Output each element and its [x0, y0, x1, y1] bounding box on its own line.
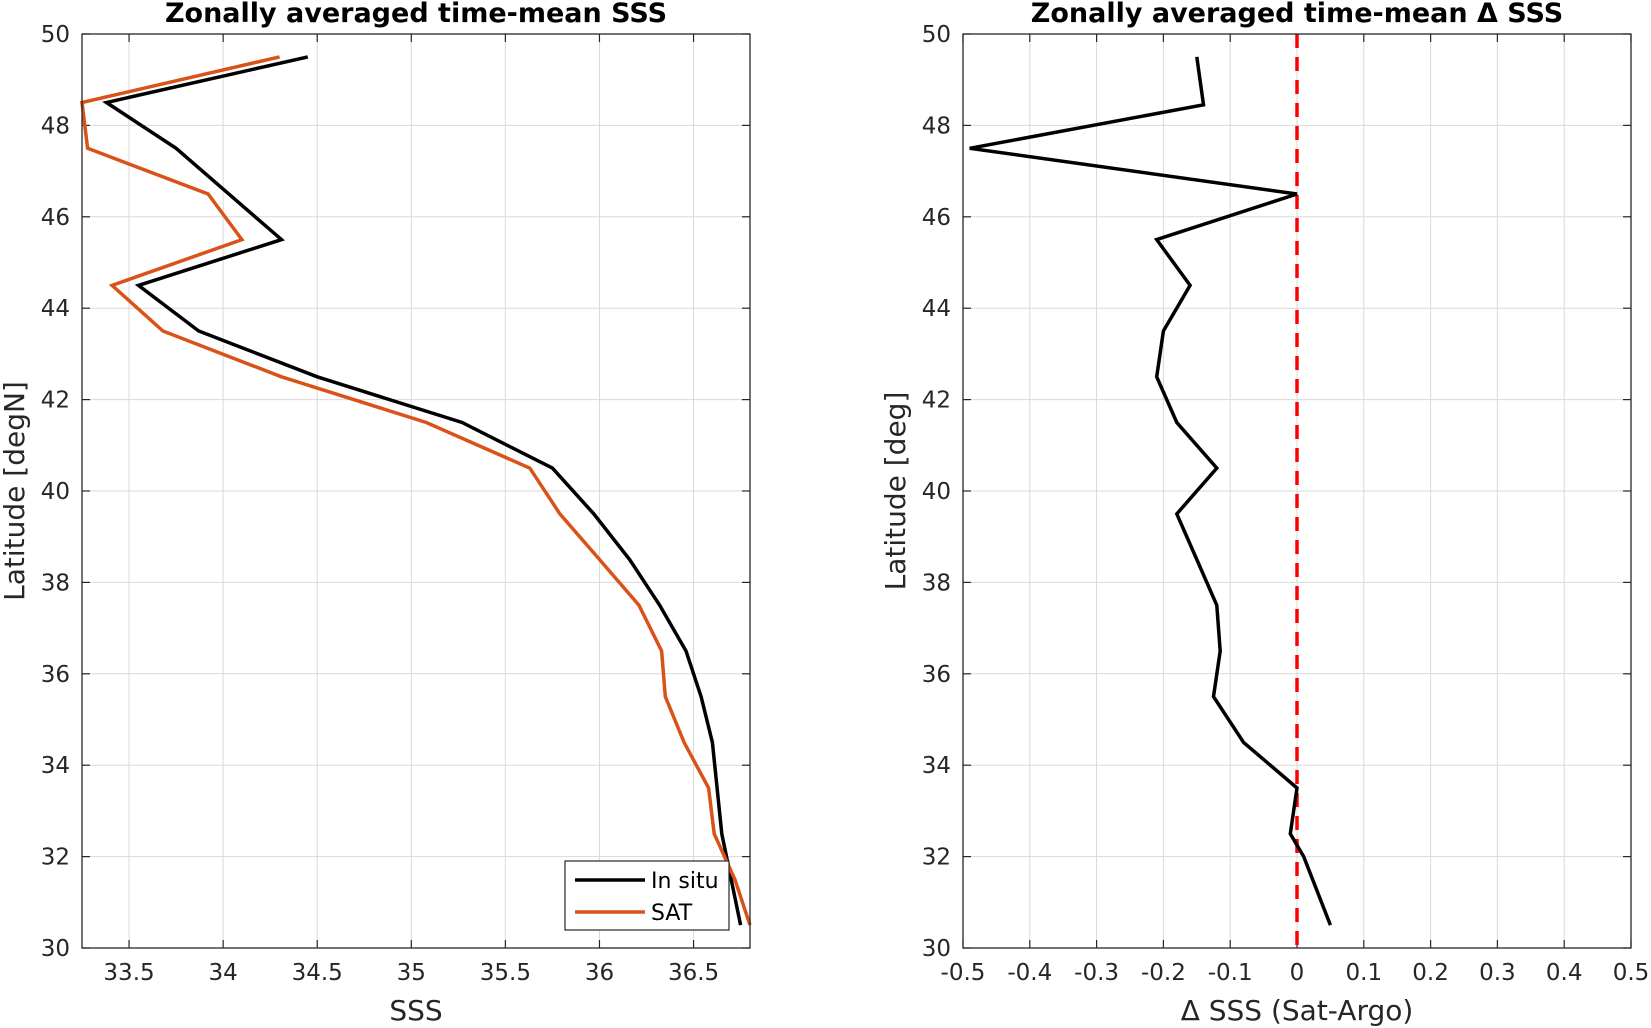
y-tick-label: 46: [41, 205, 70, 231]
x-tick-label: 0.1: [1346, 960, 1383, 986]
x-tick-label: 35.5: [480, 960, 531, 986]
y-tick-label: 32: [922, 845, 951, 871]
x-tick-label: -0.2: [1141, 960, 1186, 986]
axes-box: [81, 33, 751, 949]
y-tick-label: 34: [41, 753, 70, 779]
legend-box: [564, 860, 730, 931]
x-tick-label: 34: [208, 960, 237, 986]
chart-title: Zonally averaged time-mean Δ SSS: [1031, 0, 1563, 29]
chart-title: Zonally averaged time-mean SSS: [165, 0, 667, 29]
y-tick-label: 50: [41, 22, 70, 48]
y-tick-label: 48: [41, 113, 70, 139]
x-tick-label: 36.5: [668, 960, 719, 986]
y-tick-label: 42: [922, 388, 951, 414]
x-tick-label: 0.3: [1479, 960, 1516, 986]
y-tick-label: 30: [41, 936, 70, 962]
y-tick-label: 44: [922, 296, 951, 322]
x-tick-label: 0.4: [1546, 960, 1583, 986]
x-tick-label: -0.1: [1208, 960, 1253, 986]
delta-sss-profile-panel: -0.5 -0.4 -0.3 -0.2 -0.1 0 0.1 0.2 0.3 0.4 0.5 30 32…: [879, 0, 1649, 1027]
y-axis-label: Latitude [degN]: [0, 381, 31, 601]
x-axis-label: SSS: [389, 994, 442, 1027]
series-line-0: [969, 56, 1333, 926]
series-line-sat: [80, 55, 752, 926]
y-axis-label: Latitude [deg]: [879, 392, 912, 591]
x-tick-label: -0.4: [1007, 960, 1052, 986]
y-tick-label: 38: [922, 570, 951, 596]
y-tick-label: 42: [41, 388, 70, 414]
x-tick-label: 0: [1290, 960, 1305, 986]
x-tick-label: -0.5: [941, 960, 986, 986]
y-tick-label: 50: [922, 22, 951, 48]
x-tick-label: 35: [397, 960, 426, 986]
y-tick-label: 40: [922, 479, 951, 505]
x-tick-label: -0.3: [1074, 960, 1119, 986]
legend-entry-label: SAT: [651, 901, 693, 926]
y-tick-label: 48: [922, 113, 951, 139]
x-tick-label: 0.2: [1412, 960, 1449, 986]
y-tick-label: 34: [922, 753, 951, 779]
series-line-in-situ: [102, 55, 743, 926]
y-tick-label: 40: [41, 479, 70, 505]
y-tick-label: 36: [41, 662, 70, 688]
sss-profile-panel: 33.5 34 34.5 35 35.5 36 36.5 30 32 34 36 38 40 42 44 46…: [0, 0, 752, 1027]
y-tick-label: 46: [922, 205, 951, 231]
y-tick-label: 32: [41, 845, 70, 871]
axes-box: [962, 33, 1632, 949]
y-tick-label: 38: [41, 570, 70, 596]
x-axis-label: Δ SSS (Sat-Argo): [1181, 994, 1414, 1027]
legend-entry-label: In situ: [651, 869, 719, 894]
y-tick-label: 36: [922, 662, 951, 688]
y-tick-label: 30: [922, 936, 951, 962]
x-tick-label: 0.5: [1613, 960, 1650, 986]
y-tick-label: 44: [41, 296, 70, 322]
x-tick-label: 33.5: [103, 960, 154, 986]
x-tick-label: 36: [585, 960, 614, 986]
x-tick-label: 34.5: [292, 960, 343, 986]
